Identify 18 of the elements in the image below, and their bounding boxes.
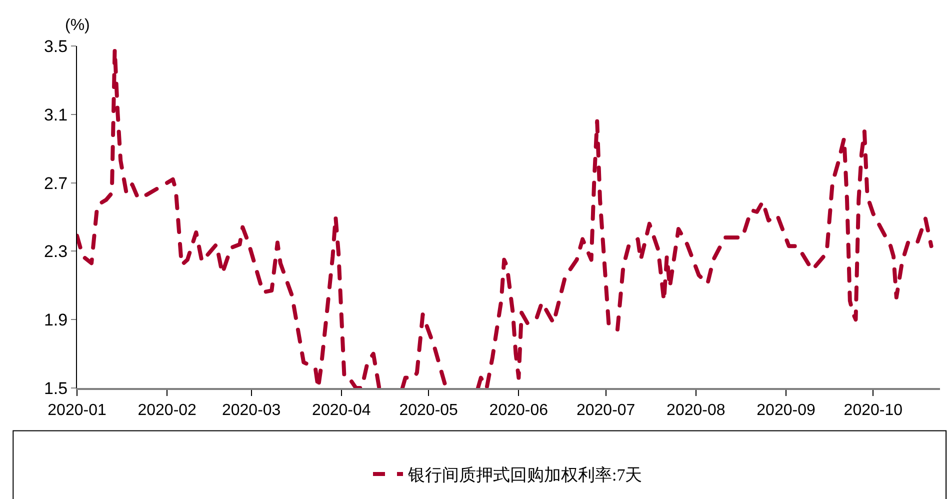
x-tick-label: 2020-04: [312, 402, 371, 420]
y-tick-label: 1.5: [44, 378, 68, 398]
x-tick-label: 2020-05: [399, 402, 458, 420]
y-tick-label: 3.5: [44, 36, 68, 56]
legend-label: 银行间质押式回购加权利率:7天: [407, 466, 642, 485]
x-tick-label: 2020-10: [844, 402, 903, 420]
x-tick-label: 2020-01: [48, 402, 106, 420]
y-tick-label: 3.1: [44, 105, 68, 124]
x-tick-label: 2020-07: [576, 402, 636, 420]
x-tick-label: 2020-06: [489, 402, 548, 420]
x-tick-label: 2020-09: [756, 402, 816, 420]
x-tick-label: 2020-03: [222, 402, 281, 420]
x-tick-label: 2020-08: [666, 402, 726, 420]
x-tick-label: 2020-02: [138, 402, 197, 420]
y-tick-label: 2.7: [44, 174, 68, 193]
y-tick-label: 2.3: [44, 242, 68, 262]
y-tick-label: 1.9: [44, 310, 68, 330]
y-axis-title: (%): [65, 17, 90, 34]
